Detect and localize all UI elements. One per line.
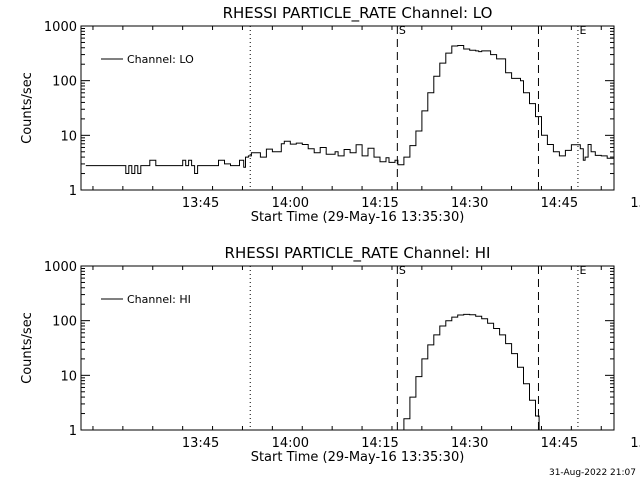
y-tick-label: 1000 <box>44 260 77 275</box>
legend: Channel: LO <box>101 53 194 66</box>
marker-label: S <box>399 264 406 277</box>
x-tick-label: 14:15 <box>361 196 398 211</box>
legend-label: Channel: LO <box>127 53 194 66</box>
x-tick-label: 14:00 <box>272 436 309 451</box>
x-tick-label: 15:00 <box>630 436 640 451</box>
x-tick-label: 14:45 <box>541 196 578 211</box>
x-tick-label: 14:15 <box>361 436 398 451</box>
chart-title: RHESSI PARTICLE_RATE Channel: LO <box>223 4 493 23</box>
x-axis-label: Start Time (29-May-16 13:35:30) <box>251 450 465 465</box>
x-tick-label: 14:30 <box>451 436 488 451</box>
x-axis-label: Start Time (29-May-16 13:35:30) <box>251 210 465 225</box>
y-tick-label: 10 <box>60 129 77 144</box>
y-tick-label: 1000 <box>44 20 77 35</box>
x-tick-label: 14:00 <box>272 196 309 211</box>
chart-panel-1: RHESSI PARTICLE_RATE Channel: LO 1 10 100 10… <box>20 4 640 225</box>
x-tick-label: 15:00 <box>630 196 640 211</box>
x-tick-label: 13:45 <box>182 196 219 211</box>
plot-frame <box>80 265 615 431</box>
y-axis-label: Counts/sec <box>20 312 35 384</box>
y-tick-label: 1 <box>69 424 77 439</box>
marker-label: E <box>579 264 586 277</box>
chart-title: RHESSI PARTICLE_RATE Channel: HI <box>225 244 491 263</box>
series-line <box>400 313 540 430</box>
x-tick-label: 14:45 <box>541 436 578 451</box>
marker-label: E <box>579 24 586 37</box>
footer-timestamp: 31-Aug-2022 21:07 <box>548 468 636 478</box>
y-axis: 1 10 100 1000 <box>44 260 614 439</box>
chart-panel-2: RHESSI PARTICLE_RATE Channel: HI 1 10 100 10… <box>20 244 640 465</box>
y-tick-label: 100 <box>52 315 77 330</box>
y-tick-label: 1 <box>69 184 77 199</box>
x-tick-label: 13:45 <box>182 436 219 451</box>
series-line <box>85 45 614 174</box>
plot-frame <box>80 25 615 191</box>
legend-label: Channel: HI <box>127 293 191 306</box>
legend: Channel: HI <box>101 293 191 306</box>
marker-label: S <box>399 24 406 37</box>
x-tick-label: 14:30 <box>451 196 488 211</box>
y-tick-label: 100 <box>52 75 77 90</box>
y-axis-label: Counts/sec <box>20 72 35 144</box>
y-tick-label: 10 <box>60 369 77 384</box>
y-axis: 1 10 100 1000 <box>44 20 614 199</box>
